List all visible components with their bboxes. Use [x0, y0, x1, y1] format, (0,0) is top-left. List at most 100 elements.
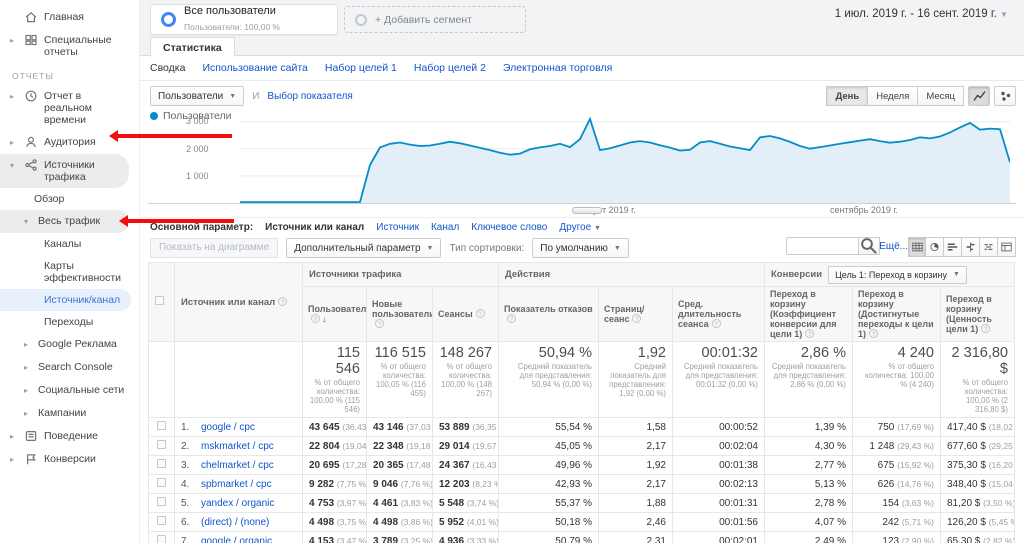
metric-cell: 2,17	[598, 474, 673, 494]
source-link[interactable]: spbmarket / cpc	[201, 478, 272, 490]
row-checkbox[interactable]	[157, 459, 166, 468]
help-icon[interactable]: ?	[869, 329, 879, 338]
sidebar-item-overview[interactable]: Обзор	[34, 193, 65, 205]
motion-chart-icon[interactable]	[994, 86, 1016, 106]
row-checkbox[interactable]	[157, 516, 166, 525]
performance-view-icon[interactable]	[944, 237, 962, 257]
column-header[interactable]: Переход в корзину (Достигнутые переходы …	[852, 286, 941, 342]
help-icon[interactable]: ?	[632, 314, 642, 323]
metric-selector[interactable]: Пользователи ▼	[150, 86, 245, 106]
secondary-dimension-selector[interactable]: Дополнительный параметр ▼	[286, 238, 442, 258]
help-icon[interactable]: ?	[805, 329, 815, 338]
sidebar-item-conversions[interactable]: ▸ Конверсии	[10, 453, 96, 465]
metric-cell: 42,93 %	[498, 474, 599, 494]
sidebar-item-referrals[interactable]: Переходы	[44, 316, 94, 328]
source-link[interactable]: mskmarket / cpc	[201, 440, 274, 452]
metric-cell: 55,37 %	[498, 493, 599, 513]
subnav-goal-set-2[interactable]: Набор целей 2	[413, 62, 486, 74]
sort-type-selector[interactable]: По умолчанию ▼	[532, 238, 629, 258]
help-icon[interactable]: ?	[311, 314, 320, 323]
dimension-keyword[interactable]: Ключевое слово	[471, 222, 548, 233]
table-view-icon[interactable]	[908, 237, 926, 257]
sidebar-item-social[interactable]: ▸ Социальные сети	[24, 384, 125, 396]
column-header[interactable]: Новые пользователи?	[366, 286, 433, 342]
sidebar-item-source-medium[interactable]: Источник/канал	[0, 289, 131, 311]
help-icon[interactable]: ?	[711, 319, 721, 328]
column-header[interactable]: Переход в корзину (Коэффициент конверсии…	[764, 286, 853, 342]
subnav-site-usage[interactable]: Использование сайта	[202, 62, 308, 74]
search-input[interactable]	[786, 237, 858, 255]
chevron-right-icon: ▸	[10, 455, 15, 464]
row-checkbox[interactable]	[157, 440, 166, 449]
column-header[interactable]: Сеансы?	[432, 286, 499, 342]
row-rank: 5.	[181, 497, 190, 509]
granularity-month[interactable]: Месяц	[918, 86, 964, 106]
help-icon[interactable]: ?	[278, 296, 288, 306]
percentage-view-icon[interactable]	[926, 237, 944, 257]
help-icon[interactable]: ?	[507, 314, 516, 323]
segment-circle-icon	[161, 12, 176, 27]
dimension-medium[interactable]: Канал	[430, 222, 460, 233]
row-checkbox[interactable]	[157, 497, 166, 506]
dimension-source-medium[interactable]: Источник или канал	[265, 222, 365, 233]
column-header[interactable]: Показатель отказов?	[498, 286, 599, 342]
plot-rows-button[interactable]: Показать на диаграмме	[150, 238, 279, 258]
add-segment-button[interactable]: + Добавить сегмент	[344, 6, 526, 33]
row-checkbox[interactable]	[157, 478, 166, 487]
search-icon[interactable]	[858, 237, 880, 255]
source-link[interactable]: chelmarket / cpc	[201, 459, 274, 471]
sidebar-item-search-console[interactable]: ▸ Search Console	[24, 361, 113, 373]
source-link[interactable]: google / cpc	[201, 421, 255, 433]
subnav-goal-set-1[interactable]: Набор целей 1	[324, 62, 397, 74]
metric-cell: 50,79 %	[498, 531, 599, 543]
column-header[interactable]: Сред. длительность сеанса?	[672, 286, 765, 342]
subnav-ecommerce[interactable]: Электронная торговля	[502, 62, 613, 74]
sidebar-item-all-traffic[interactable]: ▾ Весь трафик	[0, 210, 129, 233]
table-view-buttons	[908, 237, 1016, 257]
help-icon[interactable]: ?	[475, 309, 485, 318]
source-link[interactable]: google / organic	[201, 535, 273, 543]
column-header-source-medium[interactable]: Источник или канал?	[174, 262, 303, 342]
metric-cell: 242 (5,71 %)	[852, 512, 941, 532]
dimension-source[interactable]: Источник	[376, 222, 419, 233]
segment-chip-all-users[interactable]: Все пользователи Пользователи: 100,00 %	[150, 4, 338, 35]
select-metric-link[interactable]: Выбор показателя	[267, 90, 353, 102]
select-all-checkbox[interactable]	[155, 296, 164, 305]
metric-cell: 43 146 (37,03 %)	[366, 417, 433, 437]
help-icon[interactable]: ?	[375, 319, 384, 328]
column-header[interactable]: Переход в корзину (Ценность цели 1)?	[940, 286, 1015, 342]
source-link[interactable]: (direct) / (none)	[201, 516, 270, 528]
sidebar-item-channels[interactable]: Каналы	[44, 238, 82, 250]
subnav-summary[interactable]: Сводка	[150, 62, 186, 74]
sidebar-item-behavior[interactable]: ▸ Поведение	[10, 430, 98, 442]
sidebar-item-custom-reports[interactable]: ▸ Специальные отчеты	[10, 34, 112, 58]
search-more-link[interactable]: Ещё...	[879, 241, 908, 252]
source-link[interactable]: yandex / organic	[201, 497, 275, 509]
sidebar-item-google-ads[interactable]: ▸ Google Реклама	[24, 338, 117, 350]
help-icon[interactable]: ?	[981, 324, 991, 333]
column-header[interactable]: Пользователи? ↓	[302, 286, 367, 342]
date-range-selector[interactable]: 1 июл. 2019 г. - 16 сент. 2019 г. ▼	[834, 8, 1008, 20]
sidebar-item-acquisition[interactable]: ▾ Источники трафика	[0, 154, 129, 188]
metric-cell: 375,30 $ (16,20 %)	[940, 455, 1015, 475]
pivot-view-icon[interactable]	[998, 237, 1016, 257]
goal-selector[interactable]: Цель 1: Переход в корзину ▼	[828, 265, 967, 284]
sidebar-item-home[interactable]: Главная	[0, 6, 139, 29]
term-cloud-icon[interactable]	[980, 237, 998, 257]
sidebar-item-audience[interactable]: ▸ Аудитория	[10, 136, 96, 148]
sidebar-item-campaigns[interactable]: ▸ Кампании	[24, 407, 87, 419]
tab-statistics[interactable]: Статистика	[150, 37, 235, 57]
sidebar-item-treemaps[interactable]: Карты эффективности	[44, 260, 122, 284]
dimension-other[interactable]: Другое ▼	[559, 222, 601, 233]
sidebar-item-realtime[interactable]: ▸ Отчет в реальном времени	[10, 90, 92, 126]
metric-cell: 50,18 %	[498, 512, 599, 532]
line-chart-icon[interactable]	[968, 86, 990, 106]
column-header[interactable]: Страниц/сеанс?	[598, 286, 673, 342]
comparison-view-icon[interactable]	[962, 237, 980, 257]
chart-scrollbar-thumb[interactable]	[572, 207, 602, 214]
reports-section-label: ОТЧЕТЫ	[12, 71, 54, 81]
row-checkbox[interactable]	[157, 535, 166, 543]
row-checkbox[interactable]	[157, 421, 166, 430]
granularity-week[interactable]: Неделя	[868, 86, 919, 106]
granularity-day[interactable]: День	[826, 86, 869, 106]
